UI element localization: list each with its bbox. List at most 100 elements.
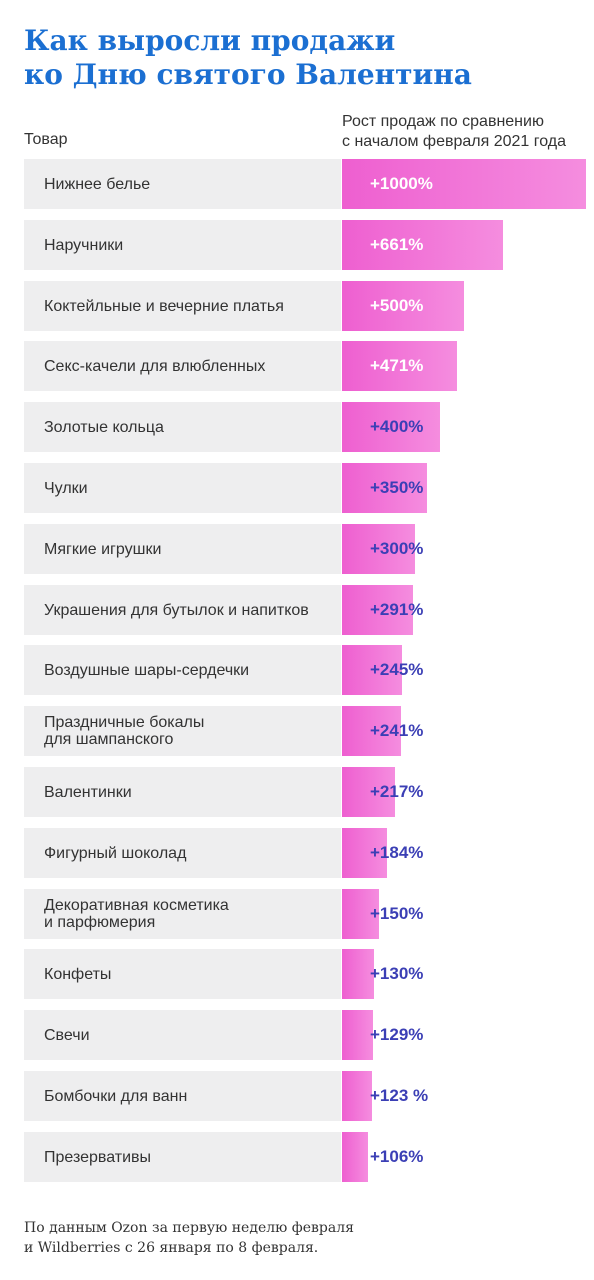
data-label: +400% (370, 417, 424, 436)
category-label: Коктейльные и вечерние платья (44, 281, 339, 331)
category-label-line: Чулки (44, 479, 88, 497)
row-background (24, 767, 341, 817)
table-row: Свечи +129% (24, 1010, 584, 1060)
data-label: +129% (370, 1025, 424, 1044)
row-background (24, 1010, 341, 1060)
data-label: +245% (370, 660, 424, 679)
bar (342, 1071, 372, 1121)
table-row: Чулки +350% (24, 463, 584, 513)
bar (342, 1010, 373, 1060)
row-background (24, 463, 341, 513)
table-row: Мягкие игрушки +300% (24, 524, 584, 574)
bar (342, 524, 415, 574)
category-label: Фигурный шоколад (44, 828, 339, 878)
value-column-header-line-2: с началом февраля 2021 года (342, 133, 567, 150)
category-label: Мягкие игрушки (44, 524, 339, 574)
bar (342, 949, 374, 999)
row-background (24, 828, 341, 878)
data-label: +217% (370, 782, 424, 801)
bar (342, 341, 457, 391)
category-label-line: Декоративная косметика (44, 897, 229, 914)
table-row: Нижнее белье +1000% (24, 159, 586, 209)
category-label-line: Золотые кольца (44, 418, 164, 436)
category-label-line: Воздушные шары-сердечки (44, 661, 250, 679)
data-label: +184% (370, 843, 424, 862)
bar (342, 706, 401, 756)
source-footnote-line-2: и Wildberries с 26 января по 8 февраля. (24, 1240, 319, 1256)
table-row: Золотые кольца +400% (24, 402, 584, 452)
table-row: Коктейльные и вечерние платья +500% (24, 281, 584, 331)
row-background (24, 159, 341, 209)
category-label: Конфеты (44, 949, 339, 999)
category-label-line: Валентинки (44, 783, 132, 801)
table-row: Конфеты +130% (24, 949, 584, 999)
category-label: Презервативы (44, 1132, 339, 1182)
row-background (24, 220, 341, 270)
category-label: Декоративная косметика и парфюмерия (44, 889, 339, 939)
data-label: +241% (370, 721, 424, 740)
source-footnote: По данным Ozon за первую неделю февраля … (24, 1218, 584, 1258)
table-row: Валентинки +217% (24, 767, 584, 817)
bar (342, 463, 427, 513)
row-background (24, 402, 341, 452)
bar (342, 281, 464, 331)
category-label: Нижнее белье (44, 159, 339, 209)
category-label-line: и парфюмерия (44, 914, 156, 931)
data-label: +350% (370, 478, 424, 497)
category-label-line: Наручники (44, 236, 124, 254)
category-label: Чулки (44, 463, 339, 513)
bar (342, 585, 413, 635)
row-background (24, 281, 341, 331)
data-label: +300% (370, 539, 424, 558)
category-label-line: Секс-качели для влюбленных (44, 357, 266, 375)
value-column-header: Рост продаж по сравнению с началом февра… (342, 112, 592, 152)
chart-title-line-1: Как выросли продажи (24, 24, 396, 57)
row-background (24, 524, 341, 574)
row-background (24, 889, 341, 939)
data-label: +1000% (370, 174, 433, 193)
chart-title-line-2: ко Дню святого Валентина (24, 58, 472, 91)
bar (342, 767, 395, 817)
data-label: +291% (370, 600, 424, 619)
table-row: Наручники +661% (24, 220, 584, 270)
row-background (24, 1071, 341, 1121)
row-background (24, 341, 341, 391)
data-label: +150% (370, 904, 424, 923)
bar (342, 889, 379, 939)
category-label-line: для шампанского (44, 731, 174, 748)
category-label-line: Свечи (44, 1026, 90, 1044)
bar (342, 645, 402, 695)
bar (342, 220, 503, 270)
data-label: +123 % (370, 1086, 429, 1105)
category-label-line: Фигурный шоколад (44, 844, 187, 862)
data-label: +500% (370, 296, 424, 315)
chart-title: Как выросли продажи ко Дню святого Вален… (24, 24, 584, 92)
table-row: Секс-качели для влюбленных +471% (24, 341, 584, 391)
category-label: Бомбочки для ванн (44, 1071, 339, 1121)
category-label: Воздушные шары-сердечки (44, 645, 339, 695)
data-label: +130% (370, 964, 424, 983)
category-label: Валентинки (44, 767, 339, 817)
row-background (24, 1132, 341, 1182)
data-label: +106% (370, 1147, 424, 1166)
table-row: Бомбочки для ванн +123 % (24, 1071, 584, 1121)
bar (342, 1132, 368, 1182)
category-label-line: Конфеты (44, 965, 112, 983)
row-background (24, 949, 341, 999)
category-label: Наручники (44, 220, 339, 270)
table-row: Воздушные шары-сердечки +245% (24, 645, 584, 695)
table-row: Презервативы +106% (24, 1132, 584, 1182)
category-label-line: Бомбочки для ванн (44, 1087, 188, 1105)
source-footnote-line-1: По данным Ozon за первую неделю февраля (24, 1220, 354, 1236)
table-row: Фигурный шоколад +184% (24, 828, 584, 878)
value-column-header-line-1: Рост продаж по сравнению (342, 113, 544, 130)
row-background (24, 645, 341, 695)
bar (342, 828, 387, 878)
bar (342, 402, 440, 452)
category-label-line: Украшения для бутылок и напитков (44, 601, 309, 619)
data-label: +661% (370, 235, 424, 254)
category-label-line: Коктейльные и вечерние платья (44, 297, 284, 315)
row-background (24, 706, 341, 756)
category-label: Секс-качели для влюбленных (44, 341, 339, 391)
category-label-line: Нижнее белье (44, 175, 151, 193)
